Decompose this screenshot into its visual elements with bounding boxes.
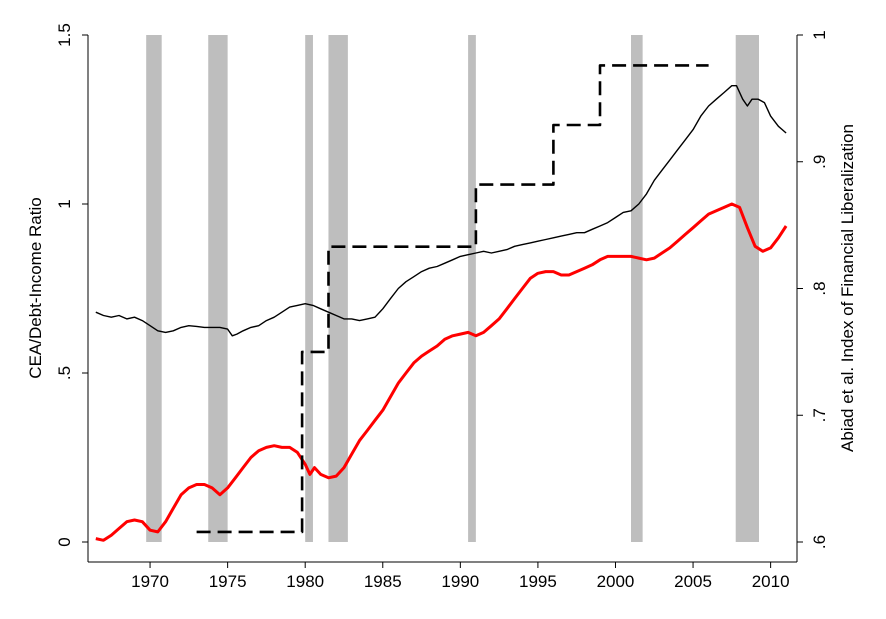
y-right-tick-label-3: .9 xyxy=(810,155,829,169)
series-line-1 xyxy=(95,202,788,542)
recession-band-2 xyxy=(305,35,313,542)
y-left-tick-label-1: .5 xyxy=(55,366,74,380)
y-right-tick-label-4: 1 xyxy=(810,30,829,39)
series-line-0 xyxy=(95,84,787,337)
y-left-tick-label-2: 1 xyxy=(55,199,74,208)
x-tick-label-3: 1985 xyxy=(364,572,402,591)
tick-labels: 1970 1975 1980 1985 1990 1995 2000 2005 2010 0 .5 1… xyxy=(55,23,829,591)
x-tick-label-1: 1975 xyxy=(209,572,247,591)
y-right-tick-label-2: .8 xyxy=(810,281,829,295)
recession-band-6 xyxy=(735,35,759,542)
recession-band-5 xyxy=(630,35,643,542)
y-axis-right-title: Abiad et al. Index of Financial Liberali… xyxy=(838,124,857,452)
x-tick-label-2: 1980 xyxy=(286,572,324,591)
recession-bands xyxy=(146,35,759,542)
axes xyxy=(82,34,803,568)
y-left-tick-label-0: 0 xyxy=(55,537,74,546)
y-right-tick-label-1: .7 xyxy=(810,408,829,422)
series-line-2 xyxy=(196,64,709,534)
x-tick-label-7: 2005 xyxy=(674,572,712,591)
x-tick-label-4: 1990 xyxy=(441,572,479,591)
x-tick-label-8: 2010 xyxy=(752,572,790,591)
x-tick-label-6: 2000 xyxy=(597,572,635,591)
recession-band-4 xyxy=(468,35,476,542)
y-left-tick-label-3: 1.5 xyxy=(55,23,74,47)
y-right-tick-label-0: .6 xyxy=(810,535,829,549)
recession-band-0 xyxy=(146,35,162,542)
x-tick-label-5: 1995 xyxy=(519,572,557,591)
recession-band-3 xyxy=(328,35,348,542)
x-tick-label-0: 1970 xyxy=(131,572,169,591)
recession-band-1 xyxy=(208,35,228,542)
series-lines xyxy=(95,64,788,542)
y-axis-left-title: CEA/Debt-Income Ratio xyxy=(26,197,45,378)
